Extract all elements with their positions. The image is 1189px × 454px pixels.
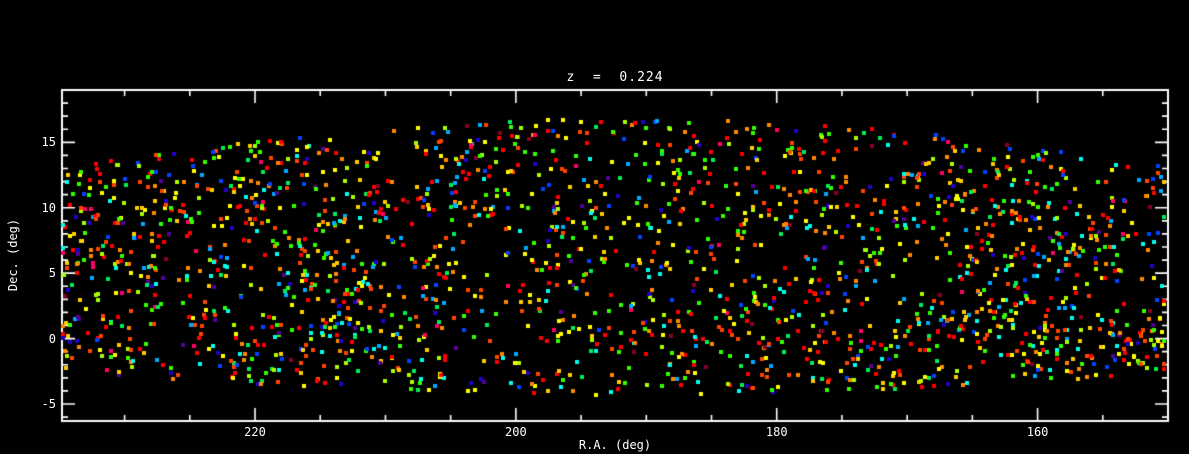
y-tick-label: 0 [48, 331, 56, 346]
x-tick-label: 160 [1026, 425, 1049, 439]
x-tick-label: 180 [765, 425, 788, 439]
y-tick-label: -5 [41, 396, 56, 411]
y-axis-label: Dec. (deg) [6, 218, 20, 292]
x-tick-label: 200 [505, 425, 527, 439]
chart-title: z = 0.224 [566, 70, 664, 85]
y-tick-label: 10 [41, 200, 56, 215]
y-tick-label: 15 [41, 135, 56, 150]
x-axis-label: R.A. (deg) [578, 438, 652, 452]
x-tick-label: 220 [244, 425, 266, 439]
y-tick-label: 5 [48, 266, 56, 281]
